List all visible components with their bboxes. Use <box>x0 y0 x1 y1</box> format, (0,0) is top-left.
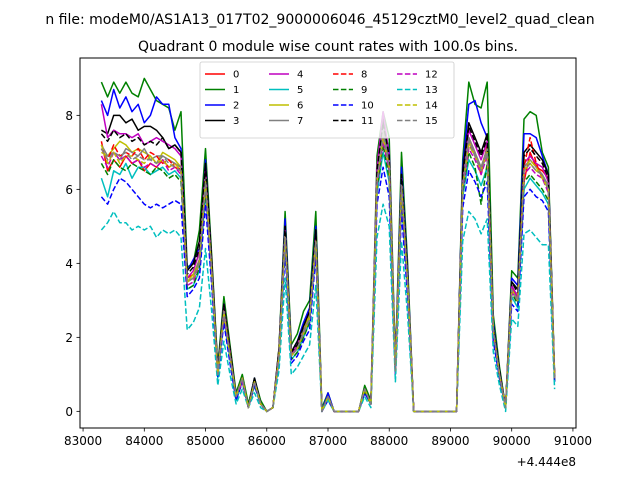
x-tick-label: 88000 <box>370 434 408 448</box>
series-line-2 <box>100 88 556 413</box>
y-tick-label: 6 <box>65 183 73 197</box>
legend-label-14: 14 <box>425 101 438 112</box>
axes-layer: 83000 84000 85000 86000 87000 88000 89000 90000… <box>64 109 592 448</box>
legend-label-5: 5 <box>297 85 303 96</box>
legend-label-15: 15 <box>425 116 438 127</box>
x-tick-label: 85000 <box>186 434 224 448</box>
x-tick-label: 89000 <box>431 434 469 448</box>
legend-label-3: 3 <box>233 116 239 127</box>
series-line-15 <box>100 133 556 413</box>
series-line-5 <box>100 151 556 413</box>
legend-label-13: 13 <box>425 85 438 96</box>
x-tick-label: 84000 <box>125 434 163 448</box>
series-line-13 <box>100 203 556 413</box>
legend-label-1: 1 <box>233 85 239 96</box>
legend-label-0: 0 <box>233 70 239 81</box>
y-tick-label: 0 <box>65 405 73 419</box>
legend-label-2: 2 <box>233 101 239 112</box>
series-line-10 <box>100 166 556 413</box>
x-tick-label: 87000 <box>309 434 347 448</box>
legend-label-9: 9 <box>361 85 367 96</box>
series-line-14 <box>100 136 556 413</box>
legend-label-7: 7 <box>297 116 303 127</box>
series-line-9 <box>100 144 556 413</box>
y-tick-label: 4 <box>65 257 73 271</box>
legend-label-4: 4 <box>297 70 303 81</box>
x-tick-label: 86000 <box>248 434 286 448</box>
chart-title: Quadrant 0 module wise count rates with … <box>138 39 518 55</box>
x-tick-label: 90000 <box>493 434 531 448</box>
legend-box <box>199 61 455 139</box>
legend-label-8: 8 <box>361 70 367 81</box>
legend-label-12: 12 <box>425 70 438 81</box>
legend-label-10: 10 <box>361 101 374 112</box>
x-tick-label: 91000 <box>554 434 592 448</box>
series-line-6 <box>101 133 556 413</box>
x-tick-label: 83000 <box>64 434 102 448</box>
x-offset-text: +4.444e8 <box>517 455 576 469</box>
chart-suptitle: n file: modeM0/AS1A13_017T02_9000006046_… <box>45 12 594 28</box>
legend-label-11: 11 <box>361 116 374 127</box>
series-layer <box>100 77 556 413</box>
y-tick-label: 2 <box>65 331 73 345</box>
series-line-0 <box>100 129 556 413</box>
y-tick-label: 8 <box>65 109 73 123</box>
legend-label-6: 6 <box>297 101 303 112</box>
